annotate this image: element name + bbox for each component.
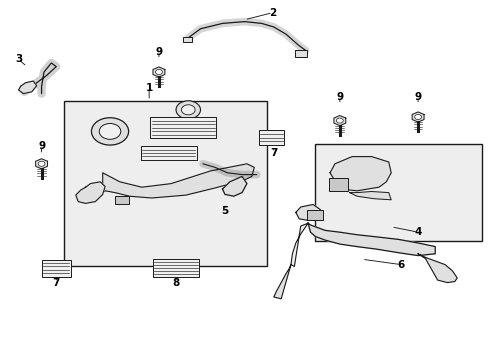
- Bar: [41, 260, 71, 277]
- Polygon shape: [295, 204, 320, 220]
- Polygon shape: [273, 265, 290, 299]
- Circle shape: [181, 105, 195, 115]
- Text: 4: 4: [413, 227, 421, 237]
- Polygon shape: [349, 192, 390, 200]
- Polygon shape: [290, 223, 307, 266]
- Polygon shape: [222, 176, 246, 196]
- Polygon shape: [333, 116, 345, 126]
- Bar: [294, 50, 306, 57]
- Bar: [150, 117, 216, 138]
- Text: 5: 5: [221, 206, 228, 216]
- Circle shape: [91, 118, 128, 145]
- Text: 6: 6: [397, 260, 404, 270]
- Bar: [315, 144, 481, 241]
- Text: 9: 9: [414, 92, 421, 102]
- Bar: [63, 101, 266, 266]
- Circle shape: [38, 161, 45, 166]
- Circle shape: [99, 123, 121, 139]
- Circle shape: [155, 69, 162, 75]
- Text: 3: 3: [15, 54, 22, 64]
- Circle shape: [176, 101, 200, 119]
- Circle shape: [336, 118, 343, 123]
- Text: 2: 2: [269, 8, 276, 18]
- Polygon shape: [417, 254, 456, 283]
- Bar: [328, 178, 347, 191]
- Polygon shape: [19, 81, 37, 94]
- Polygon shape: [153, 67, 164, 77]
- Text: 7: 7: [269, 148, 277, 158]
- Polygon shape: [307, 223, 434, 256]
- Polygon shape: [102, 164, 254, 198]
- Bar: [115, 196, 128, 204]
- Text: 9: 9: [38, 141, 45, 151]
- Bar: [258, 130, 284, 145]
- Bar: [306, 210, 322, 220]
- Text: 7: 7: [52, 278, 60, 288]
- Circle shape: [414, 114, 421, 120]
- Polygon shape: [76, 182, 105, 203]
- Text: 9: 9: [336, 92, 343, 102]
- Text: 8: 8: [172, 278, 179, 288]
- Text: 1: 1: [145, 83, 152, 93]
- Bar: [152, 259, 199, 277]
- Bar: [183, 37, 191, 42]
- Bar: [141, 146, 196, 160]
- Polygon shape: [36, 159, 47, 169]
- Polygon shape: [329, 157, 390, 191]
- Text: 9: 9: [155, 47, 162, 57]
- Polygon shape: [411, 112, 423, 122]
